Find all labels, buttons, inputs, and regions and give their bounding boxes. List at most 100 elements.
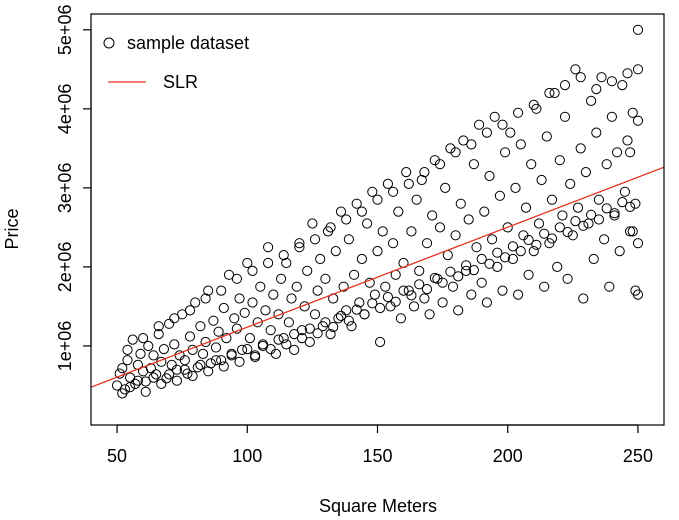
data-point: [325, 329, 336, 340]
data-point: [218, 361, 229, 372]
data-point: [513, 107, 524, 118]
data-point: [192, 362, 203, 373]
data-point: [632, 115, 644, 126]
x-tick-label: 200: [493, 446, 523, 466]
data-point: [255, 281, 266, 292]
data-point: [437, 277, 448, 288]
data-point: [580, 167, 592, 178]
data-point: [335, 310, 347, 321]
data-point: [216, 355, 227, 366]
data-point: [351, 198, 362, 209]
data-point: [539, 228, 550, 239]
data-point: [148, 372, 159, 383]
data-point: [388, 186, 399, 197]
data-point: [171, 375, 182, 386]
data-point: [380, 281, 391, 292]
data-point: [630, 198, 641, 209]
data-point: [250, 350, 261, 361]
data-point: [315, 253, 326, 265]
data-point: [614, 246, 625, 257]
data-point: [500, 147, 511, 158]
data-point: [223, 269, 235, 280]
data-point: [570, 216, 581, 227]
data-point: [466, 289, 477, 300]
data-point: [578, 220, 589, 231]
data-point: [388, 238, 399, 249]
data-point: [429, 272, 440, 284]
data-point: [403, 285, 414, 296]
data-point: [291, 281, 302, 292]
data-point: [557, 210, 568, 221]
data-point: [190, 297, 201, 308]
data-point: [591, 127, 602, 138]
data-point: [153, 329, 164, 340]
data-point: [507, 241, 519, 252]
data-point: [619, 186, 631, 197]
data-point: [609, 210, 620, 221]
data-point: [263, 242, 274, 253]
data-point: [445, 266, 456, 277]
data-point: [408, 301, 420, 312]
data-point: [591, 84, 602, 95]
data-point: [434, 159, 446, 170]
data-point: [278, 333, 289, 344]
data-point: [395, 313, 406, 324]
data-point: [632, 24, 644, 35]
data-point: [572, 202, 584, 213]
data-point: [461, 265, 472, 276]
data-point: [325, 222, 336, 233]
data-point: [166, 359, 177, 370]
data-point: [320, 317, 331, 328]
data-point: [609, 208, 620, 219]
data-point: [252, 317, 263, 328]
data-point: [278, 250, 289, 261]
data-point: [203, 366, 214, 377]
data-point: [330, 246, 341, 257]
data-point: [627, 226, 638, 237]
data-point: [450, 147, 461, 158]
data-point: [606, 76, 618, 87]
data-point: [440, 182, 451, 193]
axes: 50 100 150 200 250 1e+06 2e+06 3e+06 4e+06 5e+06: [55, 5, 665, 466]
data-point: [234, 356, 245, 367]
data-point: [231, 273, 242, 284]
data-point: [171, 364, 182, 375]
data-point: [601, 159, 612, 170]
data-point: [541, 131, 552, 142]
data-point: [263, 257, 274, 269]
data-point: [523, 269, 534, 280]
data-point: [632, 64, 644, 75]
data-point: [351, 304, 362, 315]
data-point: [343, 234, 354, 245]
data-point: [567, 230, 578, 241]
data-point: [515, 246, 526, 257]
data-point: [294, 242, 305, 253]
data-point: [213, 326, 224, 337]
data-point: [309, 234, 321, 245]
data-point: [265, 344, 276, 355]
x-tick-label: 50: [107, 446, 127, 466]
data-point: [458, 135, 469, 146]
data-point: [307, 218, 318, 229]
data-point: [481, 297, 492, 308]
data-point: [606, 111, 618, 122]
data-point: [601, 203, 612, 214]
data-point: [414, 279, 425, 290]
data-point: [593, 214, 605, 225]
data-point: [369, 289, 380, 300]
data-point: [385, 301, 396, 312]
data-point: [523, 234, 534, 246]
data-point: [114, 368, 125, 379]
data-point: [562, 227, 573, 238]
data-point: [375, 336, 386, 348]
data-point: [148, 350, 159, 361]
data-point: [453, 305, 464, 316]
data-point: [221, 333, 232, 344]
data-point: [429, 155, 440, 166]
data-point: [265, 325, 276, 336]
data-point: [359, 309, 370, 320]
data-point: [309, 309, 321, 320]
data-point: [518, 230, 529, 241]
data-point: [552, 261, 563, 272]
